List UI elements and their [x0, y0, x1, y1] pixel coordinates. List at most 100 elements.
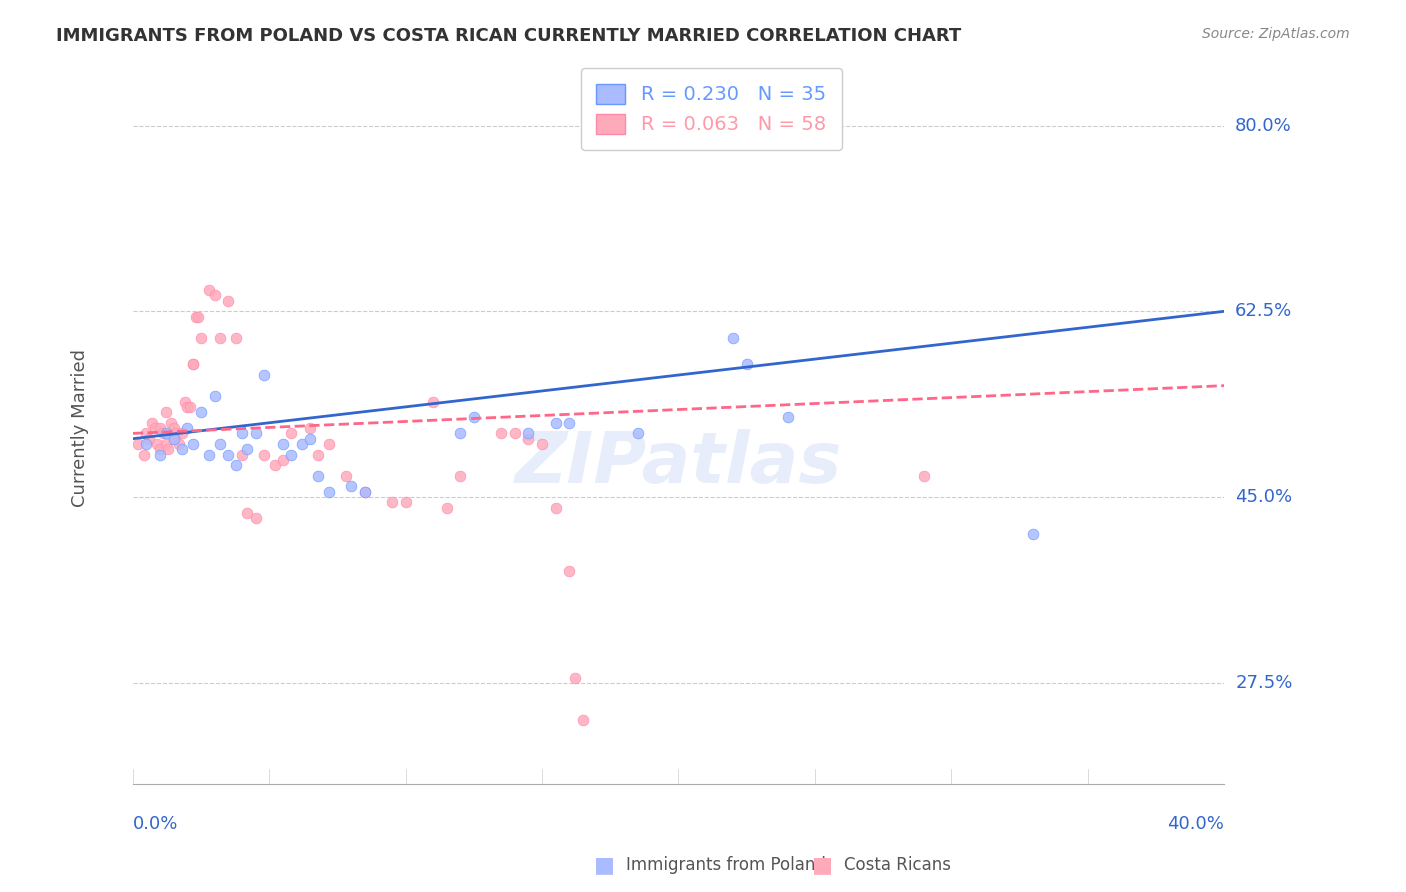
- Point: [143, 421, 166, 435]
- Point: [217, 293, 239, 308]
- Point: [626, 426, 648, 441]
- Point: [544, 500, 567, 515]
- Point: [135, 426, 157, 441]
- Point: [190, 331, 212, 345]
- Point: [299, 432, 322, 446]
- Point: [449, 468, 471, 483]
- Point: [141, 416, 163, 430]
- Text: 80.0%: 80.0%: [1236, 117, 1292, 135]
- Point: [163, 432, 186, 446]
- Point: [395, 495, 418, 509]
- Point: [160, 416, 183, 430]
- Point: [204, 389, 226, 403]
- Point: [517, 426, 540, 441]
- Point: [463, 410, 485, 425]
- Text: 0.0%: 0.0%: [132, 815, 179, 833]
- Text: Costa Ricans: Costa Ricans: [844, 856, 950, 874]
- Point: [149, 421, 172, 435]
- Point: [1022, 527, 1045, 541]
- Point: [245, 511, 267, 525]
- Point: [340, 479, 363, 493]
- Point: [422, 394, 444, 409]
- Point: [572, 713, 595, 727]
- Point: [146, 437, 169, 451]
- Point: [217, 448, 239, 462]
- Point: [721, 331, 744, 345]
- Point: [280, 426, 302, 441]
- Text: Currently Married: Currently Married: [72, 349, 89, 507]
- Point: [152, 426, 174, 441]
- Point: [531, 437, 554, 451]
- Point: [912, 468, 935, 483]
- Point: [291, 437, 314, 451]
- Point: [271, 437, 294, 451]
- Point: [225, 331, 247, 345]
- Point: [179, 400, 201, 414]
- Point: [166, 426, 188, 441]
- Text: Immigrants from Poland: Immigrants from Poland: [626, 856, 825, 874]
- Point: [236, 442, 259, 457]
- Point: [449, 426, 471, 441]
- Text: ■: ■: [595, 855, 614, 875]
- Point: [138, 432, 160, 446]
- Point: [181, 358, 204, 372]
- Text: 40.0%: 40.0%: [1167, 815, 1225, 833]
- Point: [253, 448, 276, 462]
- Point: [157, 442, 180, 457]
- Point: [209, 331, 232, 345]
- Point: [187, 310, 209, 324]
- Point: [167, 437, 190, 451]
- Text: 27.5%: 27.5%: [1236, 673, 1292, 692]
- Point: [280, 448, 302, 462]
- Point: [381, 495, 404, 509]
- Point: [335, 468, 357, 483]
- Point: [503, 426, 526, 441]
- Point: [225, 458, 247, 473]
- Point: [318, 437, 340, 451]
- Point: [163, 421, 186, 435]
- Point: [155, 437, 177, 451]
- Point: [155, 426, 177, 441]
- Point: [198, 448, 221, 462]
- Text: ZIPatlas: ZIPatlas: [515, 429, 842, 498]
- Point: [184, 310, 207, 324]
- Text: Source: ZipAtlas.com: Source: ZipAtlas.com: [1202, 27, 1350, 41]
- Point: [253, 368, 276, 382]
- Point: [318, 484, 340, 499]
- Point: [181, 358, 204, 372]
- Point: [231, 426, 253, 441]
- Point: [307, 448, 329, 462]
- Point: [236, 506, 259, 520]
- Point: [163, 432, 186, 446]
- Point: [776, 410, 799, 425]
- Point: [176, 421, 198, 435]
- Point: [544, 416, 567, 430]
- Point: [263, 458, 285, 473]
- Point: [299, 421, 322, 435]
- Point: [149, 448, 172, 462]
- Point: [176, 400, 198, 414]
- Point: [558, 416, 581, 430]
- Point: [127, 437, 149, 451]
- Point: [271, 453, 294, 467]
- Point: [517, 432, 540, 446]
- Point: [170, 426, 193, 441]
- Text: 62.5%: 62.5%: [1236, 302, 1292, 320]
- Point: [436, 500, 458, 515]
- Legend: R = 0.230   N = 35, R = 0.063   N = 58: R = 0.230 N = 35, R = 0.063 N = 58: [581, 68, 842, 150]
- Point: [245, 426, 267, 441]
- Point: [307, 468, 329, 483]
- Text: IMMIGRANTS FROM POLAND VS COSTA RICAN CURRENTLY MARRIED CORRELATION CHART: IMMIGRANTS FROM POLAND VS COSTA RICAN CU…: [56, 27, 962, 45]
- Point: [231, 448, 253, 462]
- Point: [353, 484, 375, 499]
- Point: [735, 358, 758, 372]
- Point: [204, 288, 226, 302]
- Text: 45.0%: 45.0%: [1236, 488, 1292, 506]
- Point: [149, 442, 172, 457]
- Point: [132, 448, 155, 462]
- Point: [198, 283, 221, 297]
- Point: [489, 426, 512, 441]
- Point: [135, 437, 157, 451]
- Point: [170, 442, 193, 457]
- Point: [209, 437, 232, 451]
